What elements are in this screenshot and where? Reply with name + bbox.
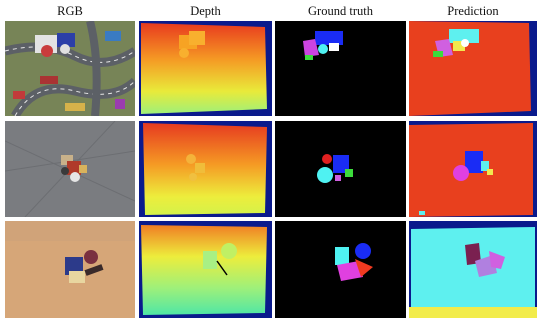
rgb-image-row-3 (5, 221, 135, 318)
header-depth: Depth (190, 4, 221, 18)
depth-image-row-3 (139, 221, 272, 318)
prediction-image-row-3 (409, 221, 537, 318)
rgb-image-row-1 (5, 21, 135, 116)
depth-image-row-2 (139, 121, 272, 217)
prediction-image-row-2 (409, 121, 537, 217)
ground-truth-image-row-1 (275, 21, 406, 116)
header-ground-truth: Ground truth (308, 4, 373, 18)
depth-image-row-1 (139, 21, 272, 116)
rgb-image-row-2 (5, 121, 135, 217)
prediction-image-row-1 (409, 21, 537, 116)
ground-truth-image-row-2 (275, 121, 406, 217)
header-rgb: RGB (57, 4, 83, 18)
ground-truth-image-row-3 (275, 221, 406, 318)
header-prediction: Prediction (447, 4, 499, 18)
